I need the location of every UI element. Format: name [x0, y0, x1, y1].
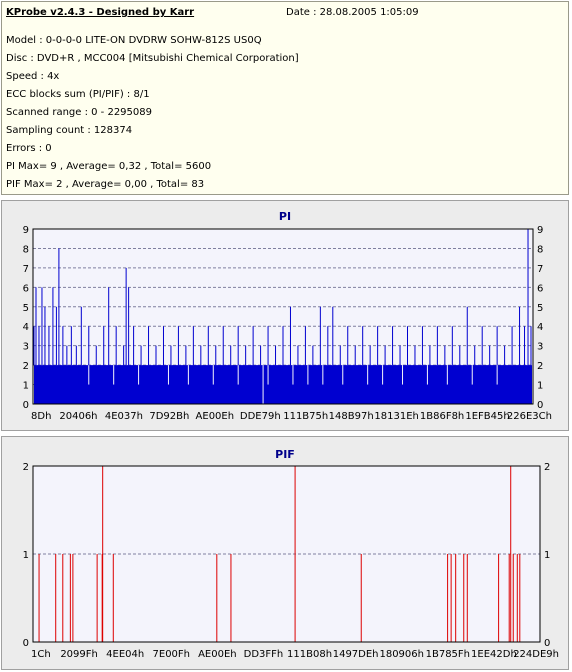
info-ecc-blocks: ECC blocks sum (PI/PIF) : 8/1 — [6, 89, 150, 100]
pif-x-tick-label: 111B08h — [287, 649, 332, 660]
pif-chart-title: PIF — [275, 448, 295, 461]
pi-x-tick-label: 4E037h — [105, 411, 143, 422]
pif-y-tick-label-right: 1 — [544, 550, 550, 561]
app-title: KProbe v2.4.3 - Designed by Karr — [6, 7, 195, 18]
pif-y-tick-label: 2 — [23, 462, 29, 473]
info-model: Model : 0-0-0-0 LITE-ON DVDRW SOHW-812S … — [6, 35, 262, 46]
pi-y-tick-label: 7 — [23, 264, 29, 275]
pi-x-tick-label: 148B97h — [329, 411, 374, 422]
info-disc: Disc : DVD+R , MCC004 [Mitsubishi Chemic… — [6, 53, 299, 64]
pif-x-tick-label: 1B785Fh — [426, 649, 470, 660]
pi-y-tick-label: 3 — [23, 342, 29, 353]
pi-y-tick-label: 9 — [23, 225, 29, 236]
pif-x-tick-label: DD3FFh — [244, 649, 284, 660]
pi-y-tick-label: 4 — [23, 322, 29, 333]
pif-x-tick-label: AE00Eh — [198, 649, 237, 660]
pif-plot-frame — [32, 465, 541, 643]
pi-x-tick-label: 1EFB45h — [465, 411, 509, 422]
pi-x-tick-label: 20406h — [59, 411, 97, 422]
pi-y-tick-label: 8 — [23, 244, 29, 255]
pif-y-tick-label-right: 2 — [544, 462, 550, 473]
pif-x-tick-label: 2099Fh — [60, 649, 98, 660]
pif-x-tick-label: 4EE04h — [106, 649, 144, 660]
pi-x-tick-label: 111B75h — [283, 411, 328, 422]
pi-x-tick-label: 7D92Bh — [149, 411, 189, 422]
pi-y-tick-label-right: 9 — [537, 225, 543, 236]
pi-x-tick-label: 1B86F8h — [420, 411, 464, 422]
info-errors: Errors : 0 — [6, 143, 52, 154]
pi-plot-frame — [32, 228, 534, 405]
pi-y-tick-label-right: 1 — [537, 381, 543, 392]
pif-y-tick-label: 0 — [23, 638, 29, 649]
pi-x-tick-label: 226E3Ch — [507, 411, 552, 422]
pi-x-tick-label: AE00Eh — [196, 411, 235, 422]
pi-base-band — [34, 365, 532, 404]
pi-y-tick-label: 0 — [23, 400, 29, 411]
pi-y-tick-label: 2 — [23, 361, 29, 372]
pi-x-tick-label: DDE79h — [240, 411, 281, 422]
pi-y-tick-label-right: 0 — [537, 400, 543, 411]
pif-chart-panel: PIF 0 0 1 1 2 2 1Ch 2099Fh 4EE04h 7E00Fh AE00Eh DD3… — [1, 436, 569, 670]
pif-y-tick-label: 1 — [23, 550, 29, 561]
pif-x-tick-label: 180906h — [379, 649, 424, 660]
pi-chart-title: PI — [279, 210, 291, 223]
info-pif-summary: PIF Max= 2 , Average= 0,00 , Total= 83 — [6, 179, 205, 190]
pi-x-tick-label: 8Dh — [31, 411, 51, 422]
pi-chart: PI 0 0 1 1 2 2 3 3 4 4 5 5 6 6 7 7 8 8 9 9 8Dh 20406h 4E037h 7D… — [23, 210, 552, 422]
pi-y-tick-label: 5 — [23, 303, 29, 314]
info-sampling-count: Sampling count : 128374 — [6, 125, 133, 136]
pi-chart-panel: PI 0 0 1 1 2 2 3 3 4 4 5 5 6 6 7 7 8 8 9 9 8Dh 20406h 4E037h 7D… — [1, 200, 569, 431]
pi-x-tick-label: 18131Eh — [374, 411, 418, 422]
pi-y-tick-label: 6 — [23, 283, 29, 294]
scan-date: Date : 28.08.2005 1:05:09 — [286, 7, 419, 18]
info-pi-summary: PI Max= 9 , Average= 0,32 , Total= 5600 — [6, 161, 212, 172]
pi-y-tick-label-right: 5 — [537, 303, 543, 314]
pi-y-tick-label-right: 8 — [537, 244, 543, 255]
pi-y-tick-label-right: 7 — [537, 264, 543, 275]
pif-x-tick-label: 224DE9h — [513, 649, 559, 660]
pif-x-tick-label: 1Ch — [31, 649, 51, 660]
pi-y-tick-label: 1 — [23, 381, 29, 392]
pi-y-tick-label-right: 6 — [537, 283, 543, 294]
pi-y-tick-label-right: 3 — [537, 342, 543, 353]
info-scanned-range: Scanned range : 0 - 2295089 — [6, 107, 152, 118]
pif-x-tick-label: 1EE42Dh — [471, 649, 517, 660]
info-speed: Speed : 4x — [6, 71, 60, 82]
pif-chart: PIF 0 0 1 1 2 2 1Ch 2099Fh 4EE04h 7E00Fh AE00Eh DD3… — [23, 448, 559, 660]
info-panel: KProbe v2.4.3 - Designed by Karr Date : … — [1, 1, 569, 195]
pif-x-tick-label: 1497DEh — [333, 649, 379, 660]
pif-x-tick-label: 7E00Fh — [153, 649, 191, 660]
pi-y-tick-label-right: 4 — [537, 322, 543, 333]
pi-y-tick-label-right: 2 — [537, 361, 543, 372]
pif-y-tick-label-right: 0 — [544, 638, 550, 649]
